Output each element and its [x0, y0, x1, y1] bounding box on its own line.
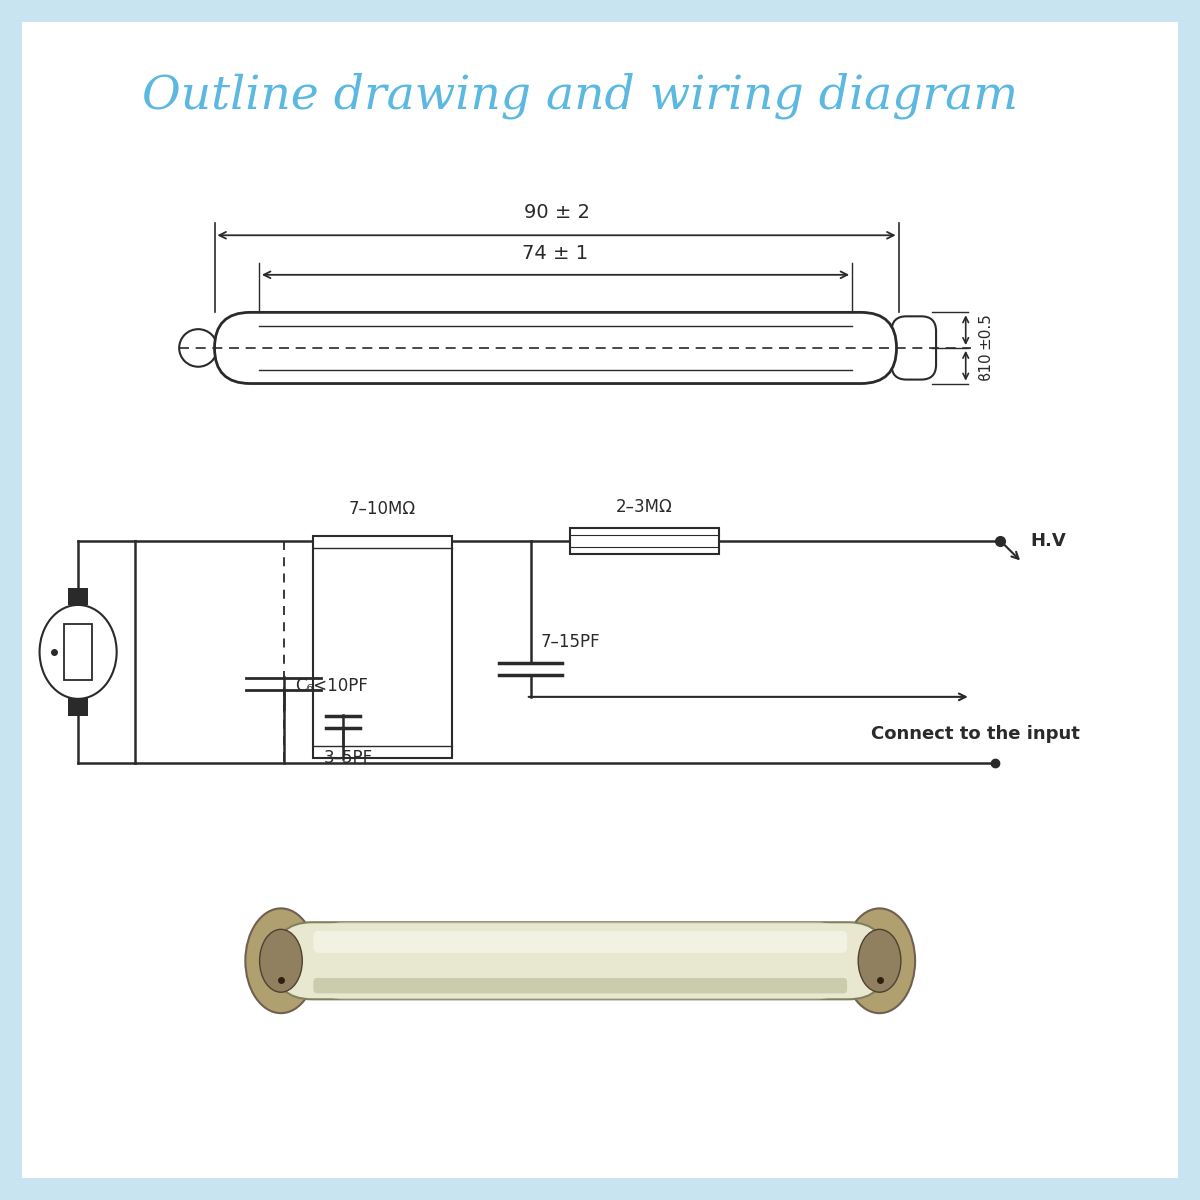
- Text: H.V: H.V: [1030, 532, 1066, 550]
- Text: C₆<10PF: C₆<10PF: [295, 677, 368, 695]
- Ellipse shape: [245, 908, 317, 1013]
- Bar: [68, 698, 88, 716]
- Bar: [570, 528, 719, 553]
- Text: ϐ10: ϐ10: [978, 352, 992, 380]
- FancyBboxPatch shape: [274, 923, 887, 1000]
- FancyBboxPatch shape: [313, 978, 847, 994]
- FancyBboxPatch shape: [313, 931, 847, 953]
- Text: 90 ± 2: 90 ± 2: [523, 204, 589, 222]
- Ellipse shape: [844, 908, 916, 1013]
- Text: Connect to the input: Connect to the input: [871, 725, 1080, 743]
- Ellipse shape: [40, 605, 116, 698]
- Ellipse shape: [858, 929, 901, 992]
- Text: 7–10MΩ: 7–10MΩ: [349, 500, 416, 518]
- Bar: [68, 588, 88, 606]
- Ellipse shape: [179, 329, 217, 367]
- Text: ±0.5: ±0.5: [978, 312, 992, 348]
- Text: 74 ± 1: 74 ± 1: [522, 244, 588, 263]
- Text: 3–5PF: 3–5PF: [323, 749, 372, 767]
- Text: 7–15PF: 7–15PF: [541, 632, 600, 650]
- Bar: [313, 535, 451, 758]
- Bar: [65, 624, 92, 679]
- FancyBboxPatch shape: [215, 312, 896, 384]
- FancyBboxPatch shape: [892, 317, 936, 379]
- FancyBboxPatch shape: [306, 923, 854, 1000]
- Text: Outline drawing and wiring diagram: Outline drawing and wiring diagram: [143, 73, 1019, 119]
- Text: 2–3MΩ: 2–3MΩ: [616, 498, 673, 516]
- Ellipse shape: [259, 929, 302, 992]
